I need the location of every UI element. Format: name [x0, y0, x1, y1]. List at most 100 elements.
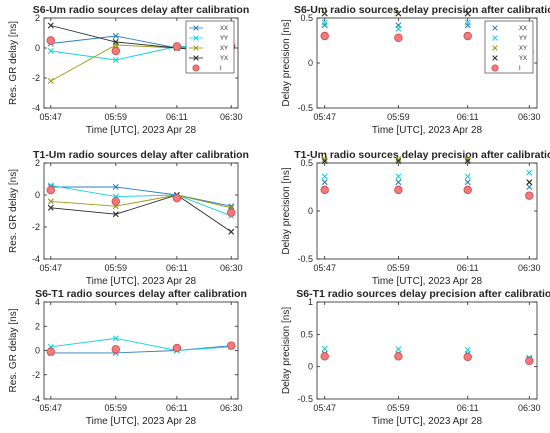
x-tick-label: 06:30 [220, 403, 243, 413]
marker-XY-0 [47, 78, 54, 84]
y-tick-label: 0 [308, 206, 313, 216]
panel-p4: -0.5 0 0.5 05:47 05:59 06:11 06:30 T1-Um radio … [281, 149, 550, 287]
y-axis-label: Res. GR delay [ns] [8, 169, 19, 253]
y-tick-label: 0 [35, 190, 40, 200]
x-tick-label: 06:30 [518, 403, 541, 413]
marker-YX-0 [47, 22, 54, 29]
marker-I-3 [227, 341, 236, 350]
x-tick-label: 05:47 [313, 403, 336, 413]
x-tick-label: 06:11 [457, 263, 479, 273]
y-tick-label: 0.5 [300, 329, 313, 339]
marker-YX-1 [112, 39, 119, 45]
legend-label-XX: XX [220, 26, 228, 32]
y-axis-label: Res. GR delay [ns] [8, 21, 19, 105]
y-tick-label: 0.5 [300, 13, 313, 23]
marker-I-1 [111, 345, 120, 354]
legend-label-XY: XY [220, 46, 228, 52]
x-tick-label: 06:11 [166, 112, 188, 122]
y-tick-label: 4 [35, 297, 40, 307]
marker-I-1 [111, 197, 120, 206]
marker-I-2 [172, 193, 182, 203]
y-tick-label: 1 [308, 297, 313, 307]
marker-XX-0 [321, 179, 328, 186]
x-tick-label: 06:11 [166, 403, 188, 413]
marker-I-0 [320, 31, 329, 41]
x-axis-label: Time [UTC], 2023 Apr 28 [86, 125, 197, 136]
marker-I-2 [463, 352, 472, 362]
marker-YY-3 [526, 169, 533, 176]
chart-title: S6-T1 radio sources delay precision afte… [296, 288, 550, 300]
legend-label-YY: YY [220, 36, 228, 42]
x-tick-label: 05:59 [387, 403, 410, 413]
legend-marker-YY [193, 35, 199, 41]
chart-title: T1-Um radio sources delay after calibrat… [33, 149, 249, 161]
plot-area [316, 301, 538, 400]
x-tick-label: 06:30 [220, 112, 243, 122]
x-tick-label: 06:11 [166, 263, 188, 273]
y-axis-label: Delay precision [ns] [281, 167, 292, 254]
marker-YY-0 [47, 48, 54, 54]
x-tick-label: 06:11 [457, 403, 479, 413]
marker-I-0 [46, 36, 55, 45]
legend-marker-XY [492, 45, 498, 51]
x-axis-label: Time [UTC], 2023 Apr 28 [372, 125, 483, 136]
legend-marker-YX [492, 55, 498, 61]
x-tick-label: 05:59 [387, 263, 410, 273]
marker-YY-1 [112, 57, 119, 63]
marker-I-1 [394, 33, 403, 42]
x-tick-label: 06:11 [457, 112, 479, 122]
x-tick-label: 05:47 [313, 112, 336, 122]
marker-YY-1 [395, 25, 402, 32]
chart-title: S6-T1 radio sources delay after calibrat… [35, 288, 247, 300]
x-tick-label: 06:30 [518, 263, 541, 273]
marker-I-0 [46, 185, 55, 195]
marker-YX-1 [395, 10, 402, 17]
marker-I-1 [394, 352, 403, 361]
x-tick-label: 05:47 [313, 263, 336, 273]
legend-marker-XX [193, 25, 199, 31]
marker-YX-0 [47, 204, 54, 211]
series-line-YY [50, 337, 232, 351]
marker-XX-1 [395, 179, 402, 186]
series-line-XX [50, 345, 232, 354]
marker-XY-0 [321, 156, 328, 163]
marker-YX-3 [228, 228, 235, 235]
panel-p1: -4 -2 0 2 05:47 05:59 06:11 06:30 S6-Um radio so… [8, 4, 249, 136]
x-axis-label: Time [UTC], 2023 Apr 28 [372, 416, 483, 427]
legend-marker-I [192, 64, 200, 72]
y-tick-label: 0 [35, 43, 40, 53]
marker-I-2 [463, 185, 472, 195]
marker-YX-2 [464, 10, 471, 17]
y-tick-label: -4 [32, 254, 40, 264]
marker-YX-1 [112, 211, 119, 218]
x-axis-label: Time [UTC], 2023 Apr 28 [86, 416, 197, 427]
panel-p2: -0.5 0 0.5 05:47 05:59 06:11 06:30 S6-Um radio … [281, 4, 550, 136]
marker-XY-0 [47, 198, 54, 205]
panel-p6: -0.5 0 0.5 1 05:47 05:59 06:11 06:30 S6-T1 radio… [281, 288, 550, 427]
plot-area [316, 162, 538, 260]
marker-XX-2 [464, 179, 471, 186]
marker-YY-2 [464, 19, 471, 26]
legend-label-YY: YY [519, 36, 527, 42]
marker-I-2 [463, 31, 472, 41]
legend-label-XY: XY [519, 46, 527, 52]
y-tick-label: -4 [32, 103, 40, 113]
series-line-XY [50, 194, 232, 209]
marker-I-3 [525, 356, 534, 366]
chart-title: S6-Um radio sources delay after calibrat… [33, 4, 250, 16]
x-tick-label: 05:59 [105, 112, 128, 122]
plot-area [43, 162, 239, 260]
legend-label-I: I [220, 66, 222, 72]
marker-XY-1 [395, 156, 402, 163]
y-axis-label: Delay precision [ns] [281, 19, 292, 106]
chart-title: S6-Um radio sources delay precision afte… [294, 4, 550, 16]
marker-I-2 [172, 343, 182, 353]
marker-YX-0 [321, 158, 328, 165]
marker-XX-1 [112, 184, 119, 190]
legend-marker-YY [492, 35, 498, 41]
x-tick-label: 05:47 [40, 263, 63, 273]
marker-I-2 [172, 42, 182, 51]
y-tick-label: -0.5 [297, 103, 313, 113]
marker-YY-2 [464, 173, 471, 180]
